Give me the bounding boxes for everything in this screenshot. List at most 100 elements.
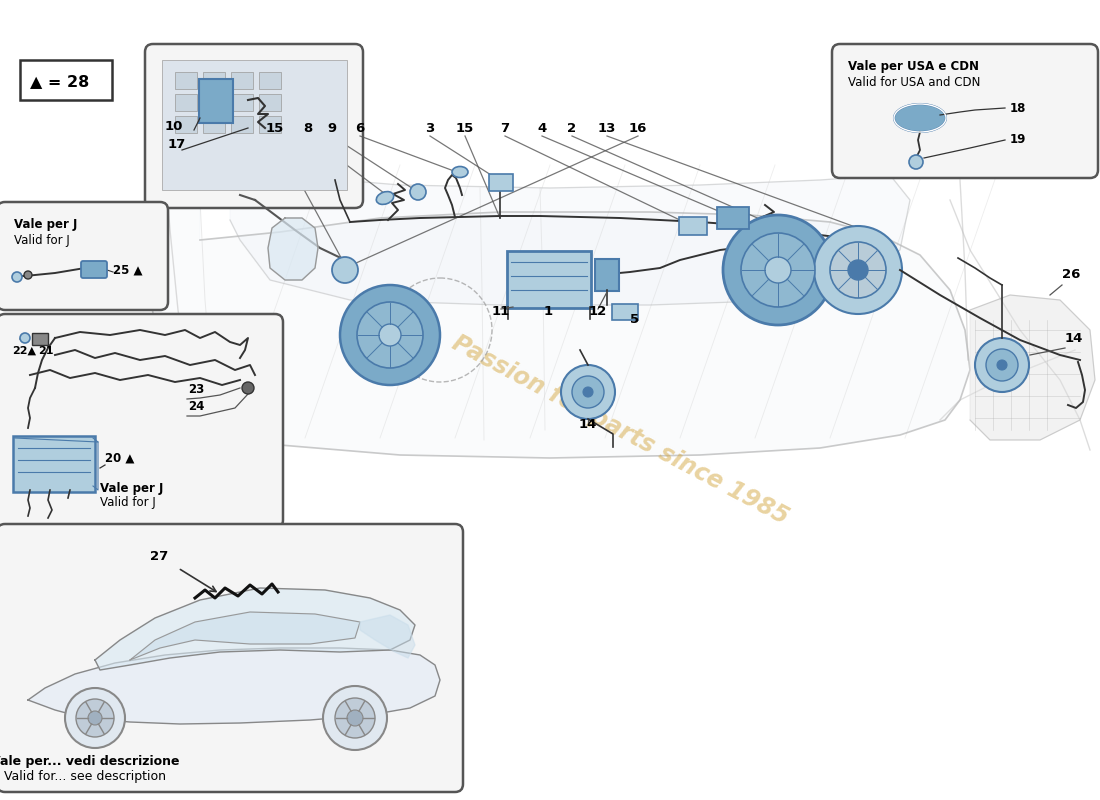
Circle shape <box>986 349 1018 381</box>
Ellipse shape <box>894 104 946 132</box>
Text: 3: 3 <box>426 122 434 134</box>
Circle shape <box>12 272 22 282</box>
FancyBboxPatch shape <box>832 44 1098 178</box>
Text: Passion for parts since 1985: Passion for parts since 1985 <box>448 330 792 530</box>
FancyBboxPatch shape <box>0 314 283 528</box>
Circle shape <box>997 360 1006 370</box>
Text: 13: 13 <box>597 122 616 134</box>
Text: Valid for J: Valid for J <box>100 496 156 509</box>
Circle shape <box>346 710 363 726</box>
Circle shape <box>358 302 424 368</box>
Circle shape <box>65 688 125 748</box>
Text: 2: 2 <box>568 122 576 134</box>
Circle shape <box>379 324 401 346</box>
FancyBboxPatch shape <box>490 174 513 191</box>
Circle shape <box>583 387 593 397</box>
FancyBboxPatch shape <box>204 94 226 111</box>
Text: 20 ▲: 20 ▲ <box>104 452 134 465</box>
Text: 8: 8 <box>304 122 312 134</box>
Text: 17: 17 <box>168 138 186 151</box>
Circle shape <box>24 271 32 279</box>
Circle shape <box>76 699 114 737</box>
FancyBboxPatch shape <box>81 261 107 278</box>
Circle shape <box>572 376 604 408</box>
Text: 16: 16 <box>629 122 647 134</box>
Circle shape <box>336 698 375 738</box>
FancyBboxPatch shape <box>199 79 233 123</box>
FancyBboxPatch shape <box>0 202 168 310</box>
Text: 21: 21 <box>39 346 54 356</box>
FancyBboxPatch shape <box>32 333 48 345</box>
Circle shape <box>20 333 30 343</box>
Text: Valid for... see description: Valid for... see description <box>4 770 166 783</box>
Polygon shape <box>230 165 910 305</box>
FancyBboxPatch shape <box>20 60 112 100</box>
Ellipse shape <box>376 191 394 205</box>
Text: Vale per USA e CDN: Vale per USA e CDN <box>848 60 979 73</box>
Text: 26: 26 <box>1062 268 1080 281</box>
FancyBboxPatch shape <box>258 72 280 89</box>
Text: 7: 7 <box>500 122 509 134</box>
Ellipse shape <box>452 166 468 178</box>
FancyBboxPatch shape <box>258 94 280 111</box>
Polygon shape <box>145 140 970 458</box>
Text: 19: 19 <box>1010 133 1026 146</box>
FancyBboxPatch shape <box>204 116 226 133</box>
FancyBboxPatch shape <box>13 436 95 492</box>
FancyBboxPatch shape <box>231 72 253 89</box>
Text: 15: 15 <box>455 122 474 134</box>
Text: 24: 24 <box>188 400 205 413</box>
Text: Valid for J: Valid for J <box>14 234 69 247</box>
Circle shape <box>764 257 791 283</box>
Circle shape <box>830 242 886 298</box>
Text: 25 ▲: 25 ▲ <box>113 264 143 277</box>
Text: 5: 5 <box>630 313 639 326</box>
FancyBboxPatch shape <box>595 259 619 291</box>
Circle shape <box>975 338 1028 392</box>
FancyBboxPatch shape <box>507 251 591 308</box>
FancyBboxPatch shape <box>175 94 197 111</box>
FancyBboxPatch shape <box>258 116 280 133</box>
Circle shape <box>561 365 615 419</box>
Text: 27: 27 <box>150 550 168 563</box>
Polygon shape <box>970 295 1094 440</box>
FancyBboxPatch shape <box>175 116 197 133</box>
Polygon shape <box>360 615 415 658</box>
Text: Vale per J: Vale per J <box>100 482 164 495</box>
Text: 9: 9 <box>328 122 337 134</box>
FancyBboxPatch shape <box>0 524 463 792</box>
Text: 11: 11 <box>492 305 510 318</box>
Circle shape <box>340 285 440 385</box>
FancyBboxPatch shape <box>162 60 346 190</box>
Circle shape <box>410 184 426 200</box>
Polygon shape <box>130 612 360 660</box>
Text: 1: 1 <box>543 305 552 318</box>
FancyBboxPatch shape <box>717 207 749 229</box>
Text: 10: 10 <box>165 120 184 133</box>
Circle shape <box>723 215 833 325</box>
FancyBboxPatch shape <box>612 304 638 320</box>
Text: 6: 6 <box>355 122 364 134</box>
Polygon shape <box>28 648 440 724</box>
FancyBboxPatch shape <box>231 116 253 133</box>
Polygon shape <box>268 218 318 280</box>
FancyBboxPatch shape <box>204 72 226 89</box>
Circle shape <box>332 257 358 283</box>
Text: 23: 23 <box>188 383 205 396</box>
Circle shape <box>909 155 923 169</box>
Circle shape <box>242 382 254 394</box>
Circle shape <box>323 686 387 750</box>
Text: 22▲: 22▲ <box>12 346 36 356</box>
Polygon shape <box>95 588 415 670</box>
Circle shape <box>88 711 102 725</box>
Circle shape <box>814 226 902 314</box>
Circle shape <box>848 260 868 280</box>
Circle shape <box>741 233 815 307</box>
FancyBboxPatch shape <box>175 72 197 89</box>
Text: Valid for USA and CDN: Valid for USA and CDN <box>848 76 980 89</box>
Text: Vale per... vedi descrizione: Vale per... vedi descrizione <box>0 755 179 768</box>
Text: ▲ = 28: ▲ = 28 <box>30 74 89 89</box>
FancyBboxPatch shape <box>679 217 707 235</box>
Text: 14: 14 <box>1065 332 1084 345</box>
Text: 12: 12 <box>588 305 607 318</box>
